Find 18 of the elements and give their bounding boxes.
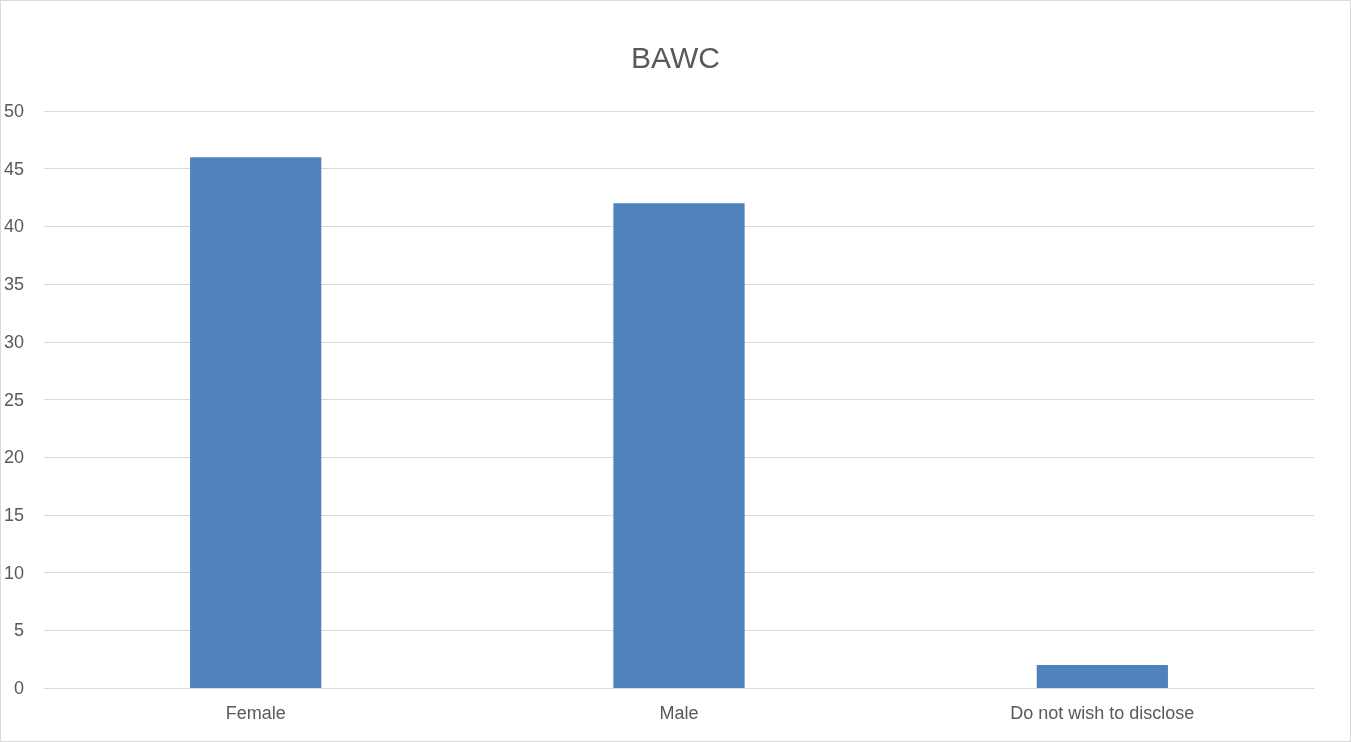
y-tick-label: 15 [3,504,25,525]
bar [1036,664,1168,688]
y-tick-label: 40 [3,216,25,237]
y-tick-label: 0 [14,678,25,698]
y-tick-label: 30 [3,331,25,352]
y-tick-label: 45 [3,158,25,179]
x-tick-label: Female [225,703,286,723]
y-tick-label: 5 [14,620,25,641]
chart-title: BAWC [631,40,720,74]
x-tick-label: Do not wish to disclose [1010,703,1195,723]
bar [613,203,745,688]
bar [190,157,322,688]
x-tick-label: Male [659,703,699,723]
y-tick-label: 10 [3,562,25,583]
y-tick-label: 35 [3,274,25,295]
y-tick-label: 25 [3,389,25,410]
y-tick-label: 20 [3,447,25,468]
y-tick-label: 50 [3,101,25,121]
